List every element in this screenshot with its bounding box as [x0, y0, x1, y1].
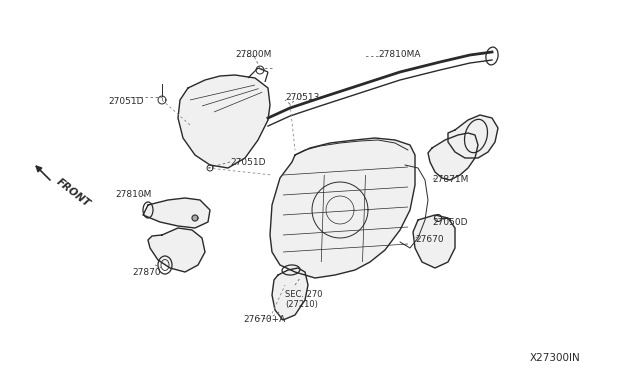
Text: 27800M: 27800M: [235, 50, 271, 59]
Text: 27870: 27870: [132, 268, 161, 277]
Text: 27670+A: 27670+A: [243, 315, 285, 324]
Text: SEC. 270
(27210): SEC. 270 (27210): [285, 290, 323, 310]
Polygon shape: [413, 215, 455, 268]
Polygon shape: [272, 268, 308, 320]
Text: 27670: 27670: [415, 235, 444, 244]
Text: 27050D: 27050D: [432, 218, 467, 227]
Polygon shape: [148, 228, 205, 272]
Text: 27871M: 27871M: [432, 175, 468, 184]
Polygon shape: [270, 138, 415, 278]
Polygon shape: [192, 215, 198, 221]
Polygon shape: [448, 115, 498, 158]
Text: X27300IN: X27300IN: [530, 353, 580, 363]
Text: 27051D: 27051D: [230, 158, 266, 167]
Text: FRONT: FRONT: [55, 177, 93, 209]
Polygon shape: [178, 75, 270, 168]
Polygon shape: [143, 198, 210, 228]
Text: 27810M: 27810M: [115, 190, 152, 199]
Polygon shape: [428, 133, 478, 180]
Text: 27810MA: 27810MA: [378, 50, 420, 59]
Text: 270513: 270513: [285, 93, 319, 102]
Text: 27051D: 27051D: [108, 97, 143, 106]
